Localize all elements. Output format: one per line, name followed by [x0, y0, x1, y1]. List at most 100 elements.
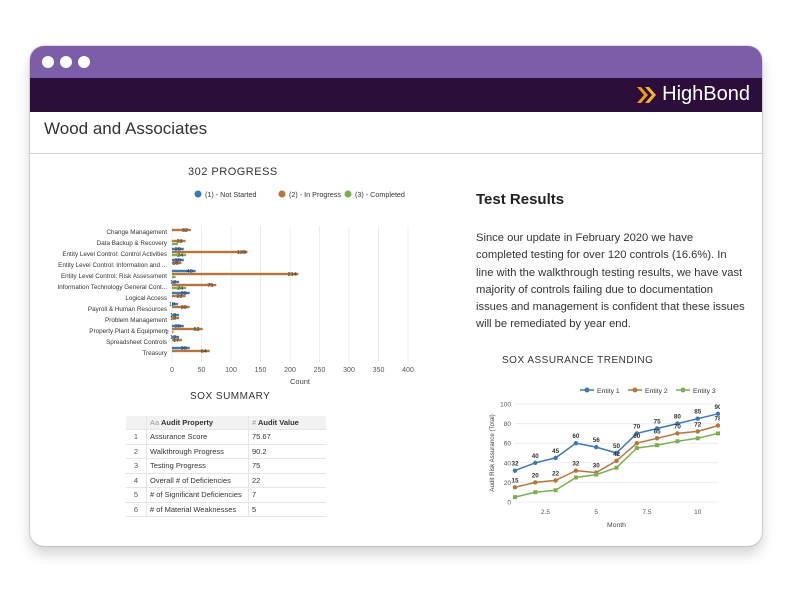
dashboard-content: 302 PROGRESS (1) - Not Started (2) - In P…: [30, 154, 762, 546]
x-tick-label: 5: [594, 509, 598, 516]
bar: [172, 294, 186, 298]
data-label: 72: [694, 421, 702, 428]
x-tick-label: 250: [314, 367, 326, 374]
bar: [172, 305, 190, 309]
row-value: 75: [248, 458, 326, 474]
legend-marker: [194, 190, 202, 198]
bar-value-label: 30: [181, 291, 187, 297]
legend-label: (1) - Not Started: [205, 190, 257, 199]
legend-marker: [344, 190, 352, 198]
data-label: 70: [633, 423, 641, 430]
legend-label: (3) - Completed: [355, 190, 405, 199]
bar: [172, 324, 184, 328]
y-tick-label: 100: [500, 402, 511, 409]
row-index: 1: [126, 429, 147, 445]
table-header-index: [126, 416, 147, 430]
row-property: Assurance Score: [146, 429, 249, 445]
brand-bar: HighBond: [30, 78, 762, 112]
table-row[interactable]: 3 Testing Progress 75: [126, 458, 326, 474]
data-point: [654, 436, 660, 441]
bar-value-label: 10: [169, 302, 175, 308]
bar: [172, 330, 174, 334]
data-point: [553, 488, 558, 493]
bar: [172, 272, 299, 276]
x-tick-label: 350: [373, 367, 385, 374]
legend-marker: [584, 387, 590, 393]
bar-value-label: 2: [166, 330, 169, 336]
page-title: Wood and Associates: [44, 119, 208, 138]
bar-value-label: 12: [170, 335, 176, 341]
y-tick-label: 20: [504, 480, 512, 487]
window-control-dot[interactable]: [60, 56, 72, 68]
y-category-label: Information Technology General Cont...: [58, 284, 168, 291]
bar: [172, 228, 191, 232]
y-tick-label: 0: [507, 500, 511, 507]
y-tick-label: 80: [504, 421, 512, 428]
window-control-dot[interactable]: [42, 56, 54, 68]
test-results-title: Test Results: [476, 191, 565, 208]
data-point: [573, 468, 579, 473]
legend-label: Entity 1: [597, 388, 620, 395]
highbond-logo[interactable]: HighBond: [636, 83, 750, 106]
bar-value-label: 23: [177, 239, 183, 245]
table-row[interactable]: 6 # of Material Weaknesses 5: [126, 502, 326, 517]
bar: [172, 291, 190, 295]
row-index: 6: [126, 502, 147, 517]
y-category-label: Entity Level Control: Risk Assessment: [61, 273, 167, 280]
bar-value-label: 23: [177, 294, 183, 300]
row-index: 3: [126, 458, 147, 474]
data-point: [695, 429, 700, 434]
data-point: [614, 458, 619, 464]
data-label: 22: [552, 470, 560, 477]
y-axis-label: Audit Risk Assurance (Total): [489, 414, 496, 491]
table-row[interactable]: 1 Assurance Score 75.67: [126, 429, 326, 445]
data-label: 50: [613, 443, 621, 450]
x-tick-label: 400: [402, 367, 414, 374]
bar: [172, 247, 184, 251]
bar-value-label: 75: [207, 283, 213, 289]
data-label: 42: [613, 451, 621, 458]
bar: [172, 242, 178, 246]
table-row[interactable]: 5 # of Significant Deficiencies 7: [126, 487, 326, 503]
table-header-property[interactable]: Aa Audit Property: [146, 416, 249, 430]
bar-value-label: 30: [181, 346, 187, 352]
data-point: [715, 411, 720, 416]
bar: [172, 286, 187, 290]
x-tick-label: 150: [255, 367, 267, 374]
row-value: 5: [248, 502, 326, 517]
data-label: 75: [654, 419, 662, 426]
table-header-value[interactable]: # Audit Value: [248, 416, 326, 430]
row-value: 22: [248, 473, 326, 488]
row-value: 7: [248, 487, 326, 503]
table-body: 1 Assurance Score 75.67 2 Walkthrough Progre…: [126, 429, 326, 517]
y-category-label: Entity Level Control: Information and ..…: [58, 262, 167, 269]
bar: [172, 283, 217, 287]
row-value: 75.67: [248, 429, 326, 445]
table-row[interactable]: 4 Overall # of Deficiencies 22: [126, 473, 326, 488]
bar-value-label: 16: [172, 261, 178, 267]
sox-summary-title: SOX SUMMARY: [190, 391, 271, 402]
data-label: 15: [511, 477, 519, 484]
bar-value-label: 12: [170, 316, 176, 322]
app-window: HighBond Wood and Associates 302 PROGRES…: [30, 46, 762, 546]
y-category-label: Payroll & Human Resources: [88, 306, 167, 313]
data-label: 85: [694, 409, 702, 416]
data-point: [614, 465, 619, 470]
table-row[interactable]: 2 Walkthrough Progress 90.2: [126, 444, 326, 459]
data-point: [695, 416, 700, 421]
bar: [172, 250, 248, 254]
bar-value-label: 12: [170, 313, 176, 319]
data-point: [675, 439, 680, 444]
bar-value-label: 17: [173, 338, 179, 344]
x-tick-label: 10: [694, 509, 702, 516]
y-category-label: Treasury: [142, 350, 167, 357]
window-control-dot[interactable]: [78, 56, 90, 68]
test-results-body: Since our update in February 2020 we hav…: [476, 232, 745, 331]
data-label: 65: [654, 428, 662, 435]
row-property: Testing Progress: [146, 458, 249, 474]
x-tick-label: 200: [284, 367, 296, 374]
data-label: 60: [633, 433, 641, 440]
x-axis-label: Count: [290, 377, 311, 386]
data-point: [634, 431, 639, 436]
bar: [172, 313, 180, 317]
